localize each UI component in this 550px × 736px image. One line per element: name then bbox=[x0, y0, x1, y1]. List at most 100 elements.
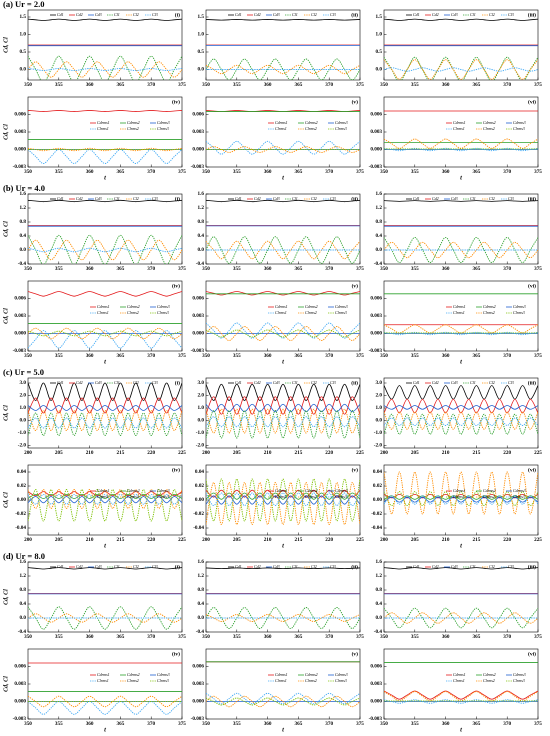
x-tick-label: 210 bbox=[442, 537, 450, 543]
legend-label: Cd2 bbox=[432, 196, 439, 201]
y-tick-label: -0.003 bbox=[369, 348, 383, 354]
data-line bbox=[28, 397, 182, 414]
legend-label: Cl3 bbox=[152, 564, 158, 569]
y-tick-label: -2.0 bbox=[18, 443, 27, 449]
y-tick-label: 0.0 bbox=[376, 418, 383, 424]
x-tick-label: 360 bbox=[86, 266, 94, 272]
x-tick-label: 375 bbox=[356, 82, 364, 88]
x-tick-label: 350 bbox=[380, 353, 388, 359]
x-axis-label: t bbox=[282, 542, 284, 549]
data-line bbox=[206, 291, 360, 296]
x-tick-label: 360 bbox=[442, 82, 450, 88]
x-axis-label: t bbox=[460, 542, 462, 549]
panel-label: (iii) bbox=[528, 11, 536, 18]
x-tick-label: 200 bbox=[202, 537, 210, 543]
y-tick-label: 0.0 bbox=[198, 67, 205, 73]
x-tick-label: 370 bbox=[147, 353, 155, 359]
x-tick-label: 355 bbox=[233, 721, 241, 727]
x-tick-label: 370 bbox=[325, 353, 333, 359]
y-tick-label: 1.0 bbox=[198, 32, 205, 38]
y-tick-label: -0.4 bbox=[374, 629, 383, 635]
y-tick-label: 0.003 bbox=[14, 129, 26, 135]
data-line bbox=[206, 396, 360, 415]
legend-label: Cdrms3 bbox=[513, 672, 526, 677]
legend-label: Cl2 bbox=[133, 380, 139, 385]
x-tick-label: 365 bbox=[473, 169, 481, 175]
x-tick-label: 365 bbox=[473, 721, 481, 727]
legend-label: Cdrms3 bbox=[335, 120, 348, 125]
x-tick-label: 350 bbox=[24, 169, 32, 175]
y-tick-label: 0.006 bbox=[192, 296, 204, 302]
x-tick-label: 375 bbox=[356, 634, 364, 640]
x-tick-label: 370 bbox=[147, 169, 155, 175]
y-tick-label: 1.2 bbox=[20, 205, 27, 211]
y-tick-label: -0.003 bbox=[369, 716, 383, 722]
x-tick-label: 220 bbox=[503, 537, 511, 543]
plot-frame bbox=[383, 648, 539, 720]
y-axis-label: Cd, Cl bbox=[3, 221, 9, 237]
legend-label: Cd2 bbox=[76, 564, 83, 569]
legend-label: Clrms1 bbox=[275, 126, 287, 131]
legend-label: Clrms2 bbox=[127, 494, 139, 499]
x-tick-label: 215 bbox=[473, 450, 481, 456]
legend-label: Cdrms3 bbox=[157, 672, 170, 677]
legend-label: Clrms3 bbox=[157, 310, 169, 315]
y-tick-label: 0.000 bbox=[370, 699, 382, 705]
legend-label: Cd3 bbox=[451, 196, 458, 201]
y-tick-label: 0.02 bbox=[195, 483, 204, 489]
legend-label: Cl1 bbox=[470, 12, 476, 17]
data-line bbox=[28, 67, 182, 72]
panel-label: (v) bbox=[352, 98, 359, 105]
x-tick-label: 205 bbox=[55, 450, 63, 456]
series-group bbox=[28, 489, 182, 522]
legend-label: Cl3 bbox=[152, 196, 158, 201]
data-line bbox=[384, 18, 538, 21]
x-tick-label: 225 bbox=[356, 537, 364, 543]
legend-label: Cl3 bbox=[508, 196, 514, 201]
y-tick-label: -0.003 bbox=[13, 716, 27, 722]
y-tick-label: 1.0 bbox=[376, 405, 383, 411]
plot-frame bbox=[27, 280, 183, 352]
x-tick-label: 210 bbox=[264, 450, 272, 456]
y-tick-label: -0.02 bbox=[15, 511, 26, 517]
legend-label: Cdrms3 bbox=[513, 120, 526, 125]
x-tick-label: 360 bbox=[264, 634, 272, 640]
data-line bbox=[28, 701, 182, 715]
y-tick-label: 0.000 bbox=[192, 331, 204, 337]
x-tick-label: 225 bbox=[534, 450, 542, 456]
legend-label: Clrms1 bbox=[453, 310, 465, 315]
data-line bbox=[28, 247, 182, 253]
y-tick-label: 1.6 bbox=[198, 559, 205, 565]
series-group bbox=[28, 291, 182, 349]
x-tick-label: 355 bbox=[55, 266, 63, 272]
x-tick-label: 375 bbox=[534, 169, 542, 175]
legend-label: Clrms1 bbox=[275, 494, 287, 499]
y-tick-label: 0.00 bbox=[17, 497, 26, 503]
y-tick-label: -0.003 bbox=[13, 348, 27, 354]
y-tick-label: 0.000 bbox=[14, 147, 26, 153]
data-line bbox=[28, 695, 182, 708]
x-tick-label: 360 bbox=[264, 82, 272, 88]
group-title: (d) Ur = 8.0 bbox=[3, 551, 45, 561]
series-group bbox=[206, 110, 360, 155]
plot-frame bbox=[205, 561, 361, 633]
data-line bbox=[28, 239, 182, 261]
x-axis-label: t bbox=[282, 726, 284, 733]
x-axis-label: t bbox=[104, 358, 106, 365]
legend-label: Cl1 bbox=[292, 380, 298, 385]
legend-label: Cd3 bbox=[451, 564, 458, 569]
group-title: (b) Ur = 4.0 bbox=[3, 183, 45, 193]
data-line bbox=[28, 110, 182, 112]
x-tick-label: 200 bbox=[24, 450, 32, 456]
data-line bbox=[28, 489, 182, 522]
data-line bbox=[206, 410, 360, 439]
legend-label: Clrms3 bbox=[513, 494, 525, 499]
y-tick-label: 0.8 bbox=[20, 219, 27, 225]
x-tick-label: 205 bbox=[411, 450, 419, 456]
legend-label: Cdrms2 bbox=[305, 304, 318, 309]
y-tick-label: 0.000 bbox=[192, 699, 204, 705]
y-tick-label: -0.04 bbox=[15, 525, 26, 531]
x-tick-label: 360 bbox=[86, 82, 94, 88]
group-title: (a) Ur = 2.0 bbox=[3, 0, 45, 9]
x-tick-label: 350 bbox=[202, 82, 210, 88]
